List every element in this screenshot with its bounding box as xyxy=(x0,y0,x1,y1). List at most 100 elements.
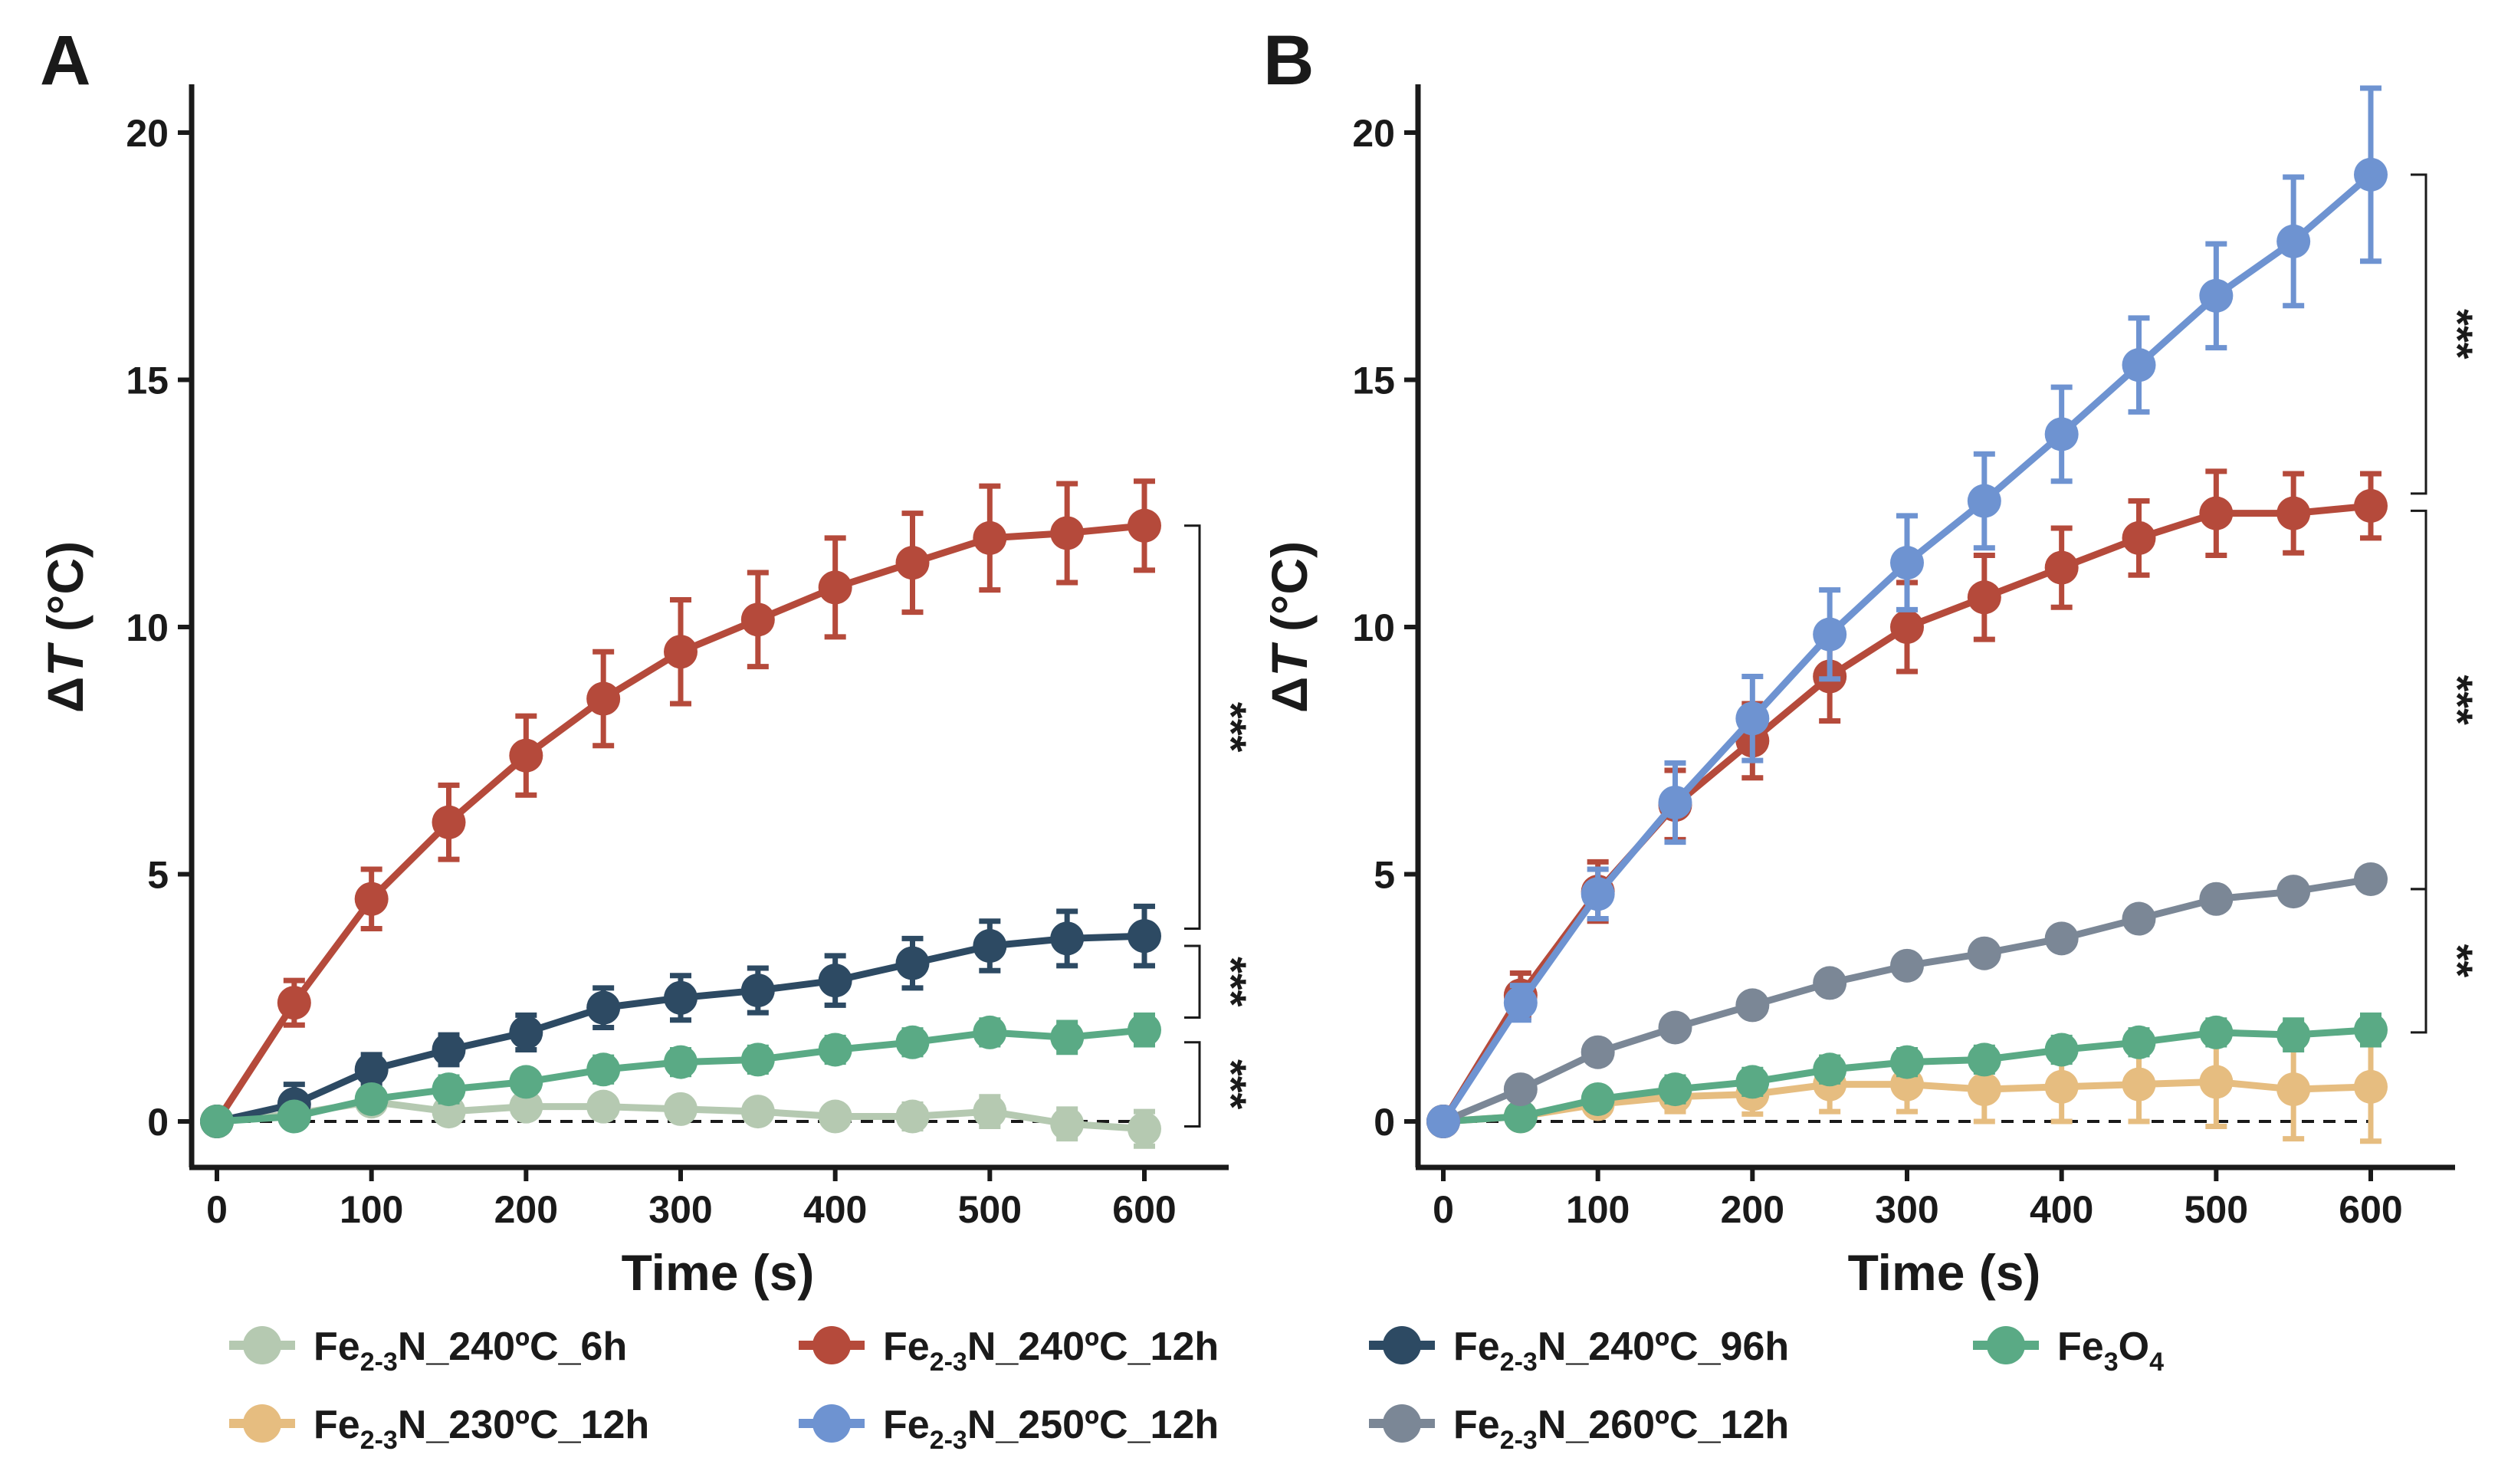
bracket-line xyxy=(1184,1041,1201,1128)
data-point xyxy=(818,964,852,998)
data-point xyxy=(1658,1072,1692,1107)
legend-item-s240_96: Fe2-3N_240ºC_96h xyxy=(1369,1325,1789,1377)
data-point xyxy=(1128,1111,1161,1146)
significance-bracket: *** xyxy=(2411,509,2482,891)
significance-bracket: ** xyxy=(2411,888,2482,1034)
legend-label: Fe2-3N_230ºC_12h xyxy=(313,1403,649,1455)
data-point xyxy=(354,1082,389,1116)
data-point xyxy=(2276,1018,2311,1052)
data-point xyxy=(586,990,621,1025)
data-point xyxy=(1050,516,1085,550)
data-point xyxy=(973,1015,1007,1049)
data-point xyxy=(895,946,930,980)
data-point xyxy=(2044,550,2079,585)
significance-bracket: *** xyxy=(1184,524,1256,930)
data-point xyxy=(973,1095,1007,1129)
data-point xyxy=(2122,1067,2156,1102)
data-point xyxy=(1128,1013,1161,1047)
y-tick-label: 0 xyxy=(1374,1101,1395,1144)
data-point xyxy=(1503,986,1538,1020)
y-axis-title-group: ΔT (°C) xyxy=(1261,541,1318,713)
data-point xyxy=(509,1015,543,1049)
data-point xyxy=(818,1033,852,1067)
legend-swatch-marker xyxy=(1383,1326,1421,1364)
data-point xyxy=(1813,617,1847,652)
data-point xyxy=(1890,610,1924,644)
significance-label: *** xyxy=(1207,1059,1256,1110)
data-point xyxy=(1813,1052,1847,1087)
data-point xyxy=(354,882,389,916)
y-tick-label: 20 xyxy=(126,112,169,155)
data-point xyxy=(1503,1072,1538,1107)
y-tick-label: 5 xyxy=(147,854,169,897)
data-point xyxy=(2199,278,2234,313)
x-tick-label: 300 xyxy=(648,1188,712,1231)
data-point xyxy=(509,1089,543,1124)
data-point xyxy=(1426,1105,1460,1138)
y-tick-label: 10 xyxy=(1352,606,1395,649)
significance-label: *** xyxy=(2434,675,2482,725)
data-point xyxy=(1581,1082,1615,1116)
data-point xyxy=(432,1072,466,1107)
data-point xyxy=(2044,417,2079,451)
data-point xyxy=(1658,785,1692,819)
data-point xyxy=(1890,948,1924,983)
series-fe3o4 xyxy=(1426,1012,2388,1138)
y-tick-label: 15 xyxy=(1352,360,1395,402)
data-point xyxy=(1128,919,1161,954)
data-point xyxy=(740,602,775,637)
series-fe3o4 xyxy=(200,1012,1161,1138)
panel-letter: B xyxy=(1263,21,1314,100)
legend-label: Fe2-3N_240ºC_96h xyxy=(1453,1325,1789,1377)
data-point xyxy=(2044,1033,2079,1067)
x-tick-label: 200 xyxy=(1721,1188,1784,1231)
significance-label: *** xyxy=(2434,309,2482,360)
data-point xyxy=(2354,1069,2388,1104)
x-tick-label: 400 xyxy=(803,1188,867,1231)
legend-label: Fe2-3N_250ºC_12h xyxy=(883,1403,1219,1455)
data-point xyxy=(2199,882,2234,916)
data-point xyxy=(664,1045,698,1079)
data-point xyxy=(2122,1025,2156,1059)
data-point xyxy=(2122,348,2156,382)
x-tick-label: 0 xyxy=(1433,1188,1454,1231)
data-point xyxy=(740,973,775,1008)
series-s240_6 xyxy=(200,1085,1161,1149)
data-point xyxy=(509,1065,543,1099)
data-point xyxy=(1050,921,1085,956)
y-tick-label: 10 xyxy=(126,606,169,649)
bracket-label-group: *** xyxy=(2434,309,2482,360)
data-point xyxy=(2199,1015,2234,1049)
y-tick-label: 0 xyxy=(147,1101,169,1144)
y-axis-title: ΔT (°C) xyxy=(37,541,94,713)
x-axis-title: Time (s) xyxy=(622,1244,815,1301)
data-point xyxy=(2199,1065,2234,1099)
data-point xyxy=(2276,1072,2311,1107)
data-point xyxy=(509,738,543,773)
data-point xyxy=(1503,1099,1538,1134)
data-point xyxy=(586,1089,621,1124)
y-tick-label: 15 xyxy=(126,360,169,402)
data-point xyxy=(2354,862,2388,896)
data-point xyxy=(818,1099,852,1134)
y-tick-label: 5 xyxy=(1374,854,1395,897)
legend-label: Fe3O4 xyxy=(2057,1325,2164,1377)
bracket-label-group: *** xyxy=(1207,957,1256,1007)
data-point xyxy=(1735,701,1770,736)
bracket-line xyxy=(1184,524,1201,930)
data-point xyxy=(1813,966,1847,1000)
data-point xyxy=(664,1092,698,1126)
data-point xyxy=(277,986,311,1020)
data-point xyxy=(1967,1042,2001,1077)
data-point xyxy=(200,1105,234,1138)
significance-label: *** xyxy=(1207,957,1256,1007)
data-point xyxy=(432,805,466,839)
legend-item-s260_12: Fe2-3N_260ºC_12h xyxy=(1369,1403,1789,1455)
legend: Fe2-3N_240ºC_6h Fe2-3N_240ºC_12h Fe2-3N_24… xyxy=(229,1325,2164,1455)
bracket-label-group: ** xyxy=(2434,944,2482,978)
data-point xyxy=(818,570,852,605)
data-point xyxy=(1967,580,2001,615)
